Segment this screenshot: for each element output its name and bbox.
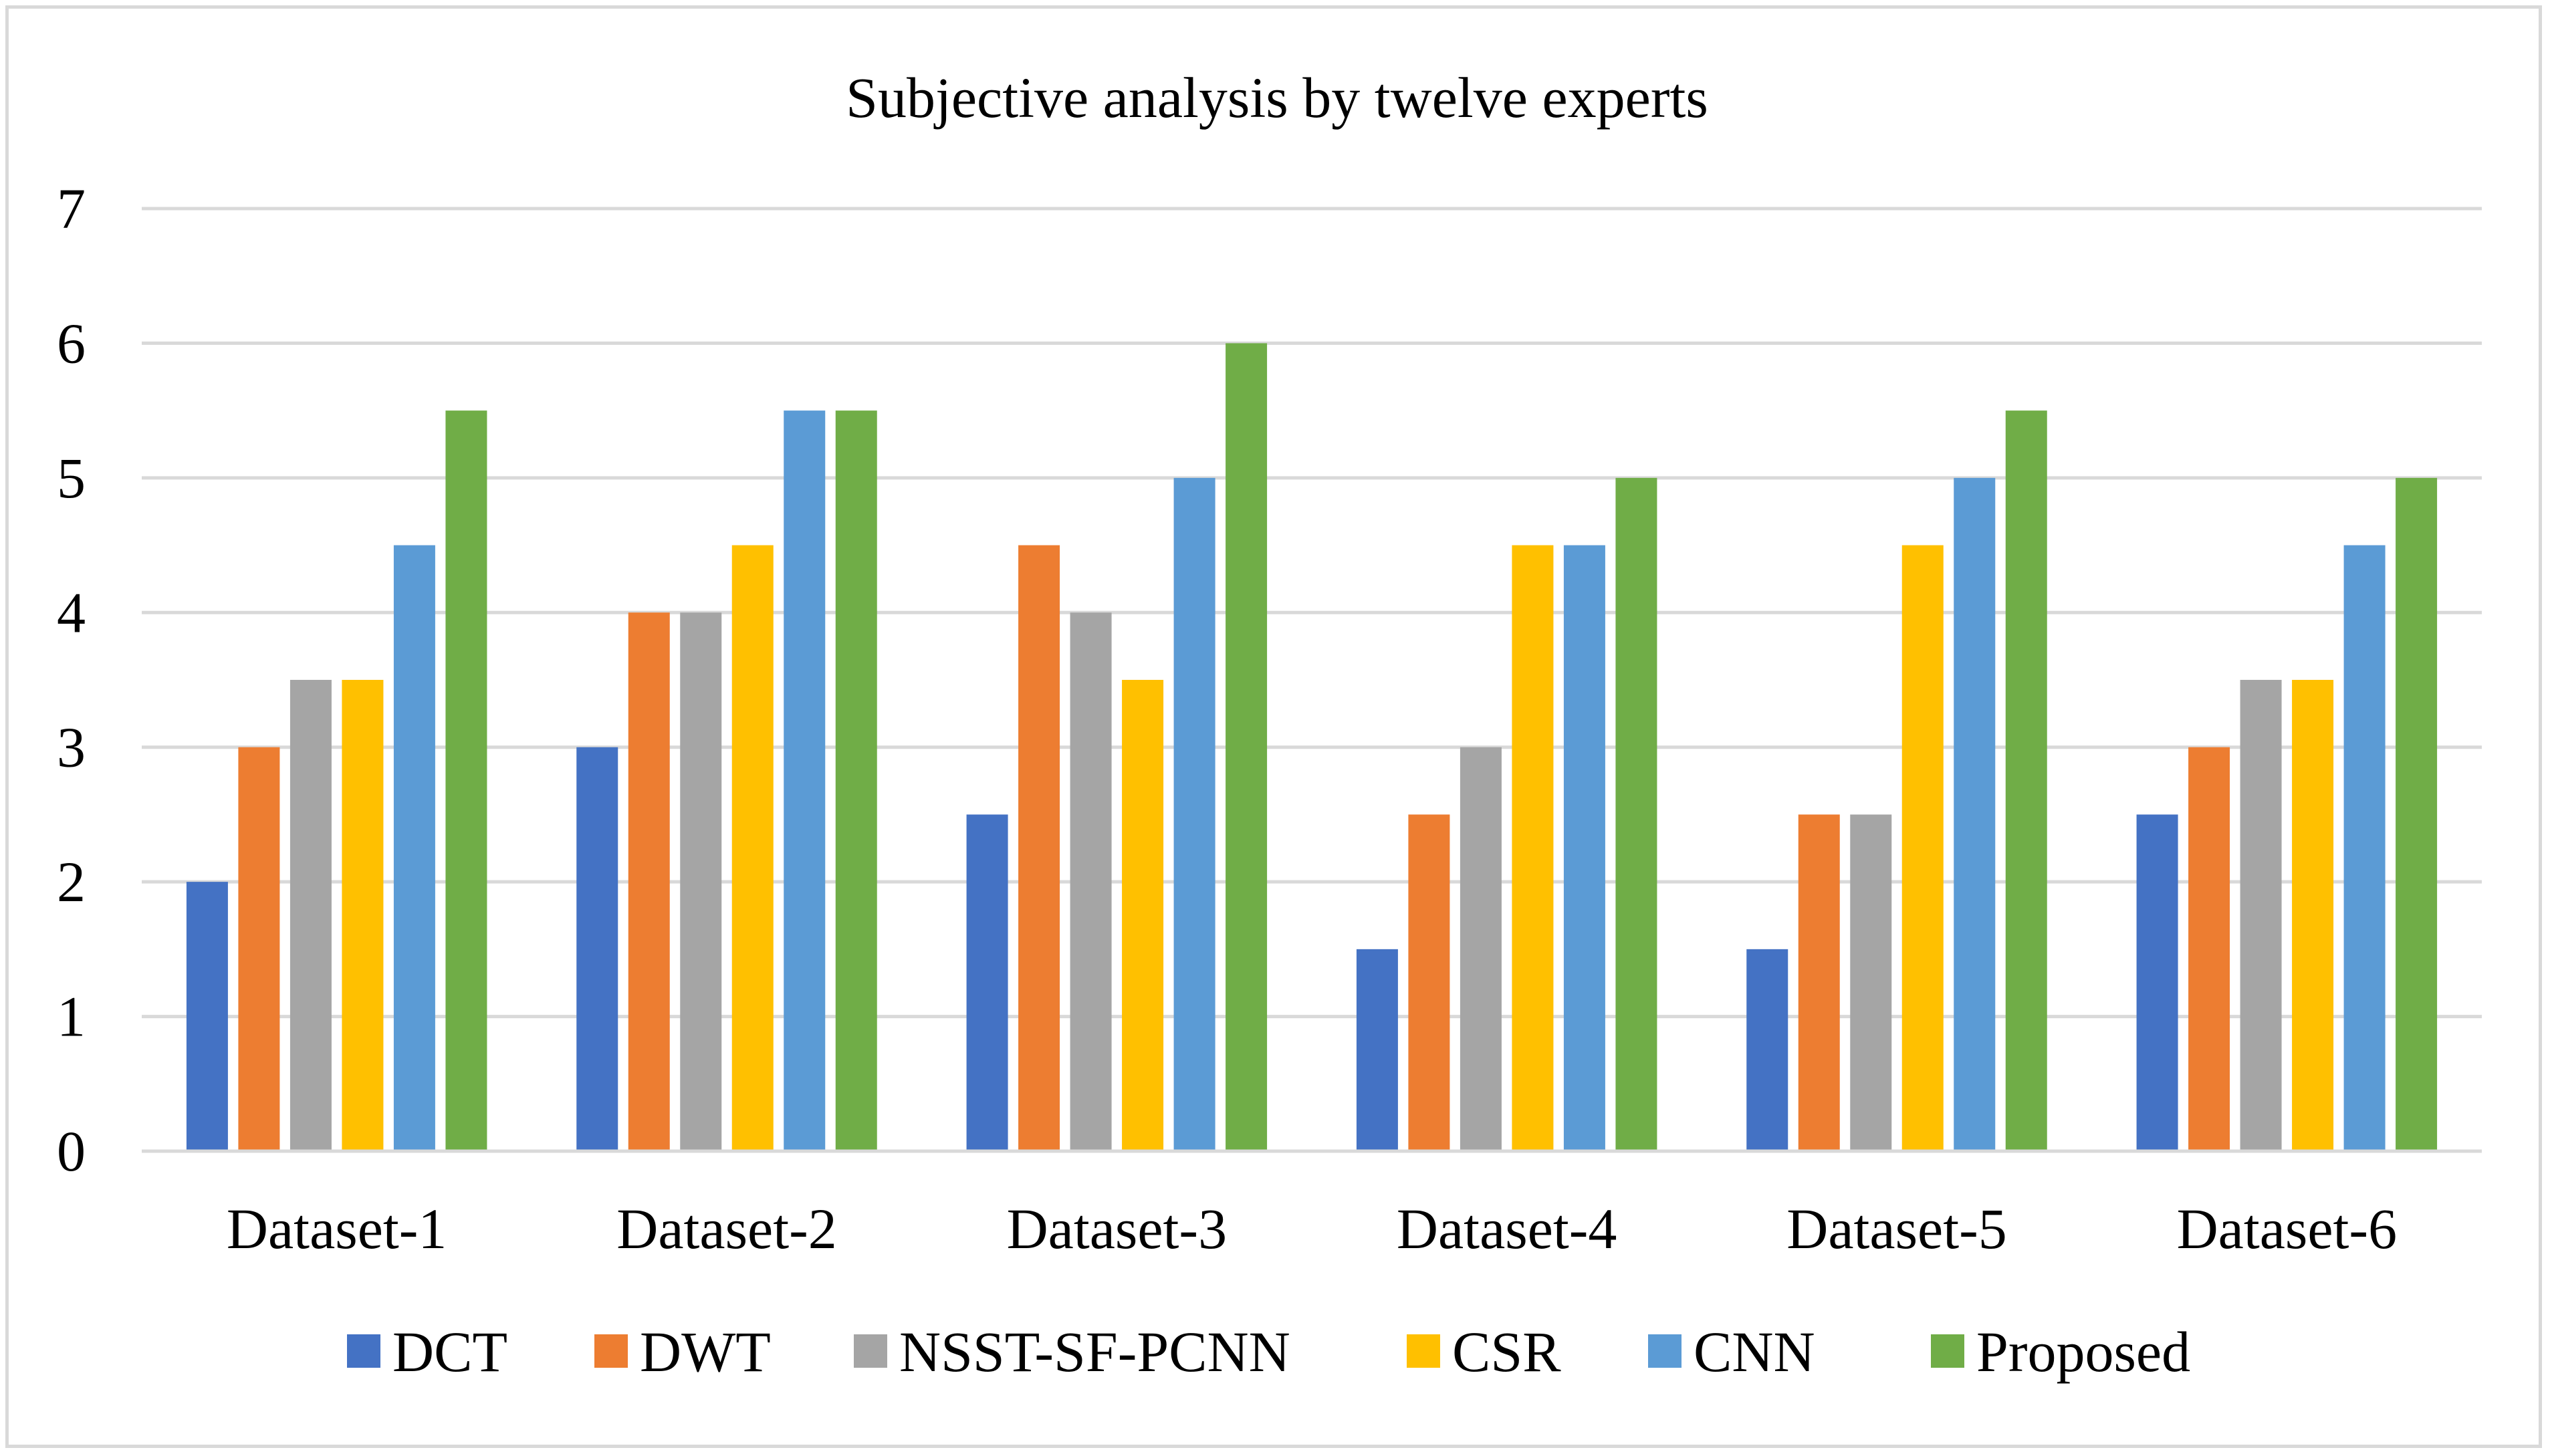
y-tick-label: 2 [57,850,86,914]
bar-dwt-dataset-1 [238,747,280,1151]
legend-swatch [1931,1334,1964,1368]
x-tick-label: Dataset-5 [1786,1197,2007,1261]
legend-label: Proposed [1976,1320,2190,1384]
legend: DCT DWT NSST-SF-PCNN CSR CNN Proposed [347,1320,2190,1384]
bar-csr-dataset-1 [342,680,384,1151]
bar-nsst-sf-pcnn-dataset-5 [1850,814,1892,1151]
legend-item-proposed: Proposed [1931,1320,2190,1384]
bar-cnn-dataset-4 [1563,545,1605,1151]
bar-proposed-dataset-3 [1226,343,1268,1151]
legend-swatch [594,1334,628,1368]
bar-dct-dataset-4 [1356,949,1398,1151]
bar-cnn-dataset-5 [1954,477,1996,1151]
legend-item-csr: CSR [1407,1320,1561,1384]
y-tick-label: 3 [57,715,86,779]
y-tick-label: 4 [57,580,86,644]
bar-dwt-dataset-4 [1408,814,1450,1151]
bar-dct-dataset-5 [1746,949,1788,1151]
bar-cnn-dataset-1 [393,545,435,1151]
bar-proposed-dataset-4 [1615,477,1657,1151]
bar-nsst-sf-pcnn-dataset-4 [1460,747,1502,1151]
x-tick-label: Dataset-3 [1007,1197,1228,1261]
x-tick-label: Dataset-1 [227,1197,447,1261]
bar-csr-dataset-5 [1901,545,1944,1151]
bar-cnn-dataset-2 [784,410,826,1152]
bar-csr-dataset-4 [1512,545,1554,1151]
y-axis-ticks: 0 1 2 3 4 5 6 7 [57,176,86,1183]
gridlines [142,207,2482,1019]
bar-proposed-dataset-2 [835,410,877,1152]
legend-swatch [347,1334,380,1368]
bar-cnn-dataset-6 [2343,545,2386,1151]
bar-dct-dataset-2 [576,747,618,1151]
bar-csr-dataset-6 [2292,680,2334,1151]
bar-dwt-dataset-2 [628,612,670,1151]
y-tick-label: 0 [57,1119,86,1183]
bar-dwt-dataset-6 [2188,747,2230,1151]
bar-dct-dataset-1 [186,882,228,1151]
bar-csr-dataset-2 [731,545,774,1151]
legend-label: CNN [1694,1320,1815,1384]
chart-title: Subjective analysis by twelve experts [846,66,1708,130]
legend-label: DWT [640,1320,771,1384]
bar-nsst-sf-pcnn-dataset-3 [1070,612,1112,1151]
bar-nsst-sf-pcnn-dataset-2 [680,612,722,1151]
legend-item-nsst-sf-pcnn: NSST-SF-PCNN [854,1320,1290,1384]
bar-nsst-sf-pcnn-dataset-1 [289,680,332,1151]
x-axis-ticks: Dataset-1 Dataset-2 Dataset-3 Dataset-4 Data… [227,1197,2397,1261]
bar-dct-dataset-3 [966,814,1008,1151]
legend-label: DCT [392,1320,507,1384]
bar-csr-dataset-3 [1122,680,1164,1151]
legend-label: NSST-SF-PCNN [899,1320,1290,1384]
legend-label: CSR [1452,1320,1561,1384]
y-tick-label: 6 [57,311,86,375]
bar-cnn-dataset-3 [1173,477,1215,1151]
legend-item-cnn: CNN [1648,1320,1815,1384]
x-tick-label: Dataset-4 [1397,1197,1617,1261]
legend-item-dwt: DWT [594,1320,771,1384]
bar-proposed-dataset-6 [2396,477,2438,1151]
bars [186,343,2438,1152]
bar-proposed-dataset-1 [445,410,487,1152]
y-tick-label: 1 [57,985,86,1049]
y-tick-label: 7 [57,176,86,241]
y-tick-label: 5 [57,446,86,510]
bar-nsst-sf-pcnn-dataset-6 [2240,680,2282,1151]
bar-proposed-dataset-5 [2005,410,2047,1152]
bar-dwt-dataset-3 [1018,545,1060,1151]
legend-swatch [854,1334,887,1368]
x-tick-label: Dataset-2 [616,1197,837,1261]
legend-swatch [1648,1334,1682,1368]
bar-dwt-dataset-5 [1798,814,1840,1151]
x-tick-label: Dataset-6 [2177,1197,2398,1261]
legend-item-dct: DCT [347,1320,507,1384]
legend-swatch [1407,1334,1440,1368]
bar-dct-dataset-6 [2136,814,2178,1151]
